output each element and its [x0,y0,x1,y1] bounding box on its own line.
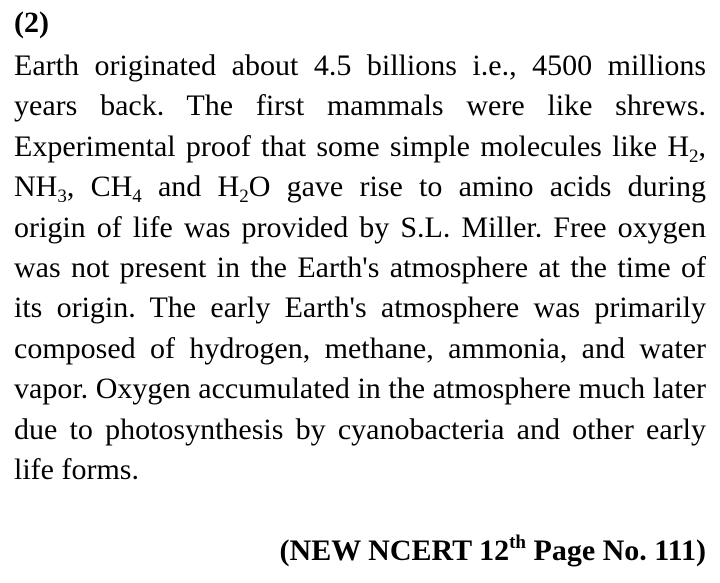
reference-suffix: Page No. 111) [526,534,707,567]
subscript-h2o: 2 [239,186,249,208]
answer-text-part: O gave rise to amino acids during origin… [14,170,706,487]
reference-superscript: th [509,532,526,553]
answer-text-part: , NH [14,129,706,204]
subscript-nh3: 3 [57,186,67,208]
answer-paragraph: Earth originated about 4.5 billions i.e.… [14,46,706,490]
subscript-h2: 2 [689,145,699,167]
reference-prefix: (NEW NCERT 12 [279,534,510,567]
answer-text-part: , CH [66,170,133,204]
answer-text-part: Earth originated about 4.5 billions i.e.… [14,49,706,163]
subscript-ch4: 4 [132,186,142,208]
ncert-reference: (NEW NCERT 12th Page No. 111) [280,531,706,571]
question-number: (2) [14,6,49,39]
answer-text-part: and H [141,170,240,204]
